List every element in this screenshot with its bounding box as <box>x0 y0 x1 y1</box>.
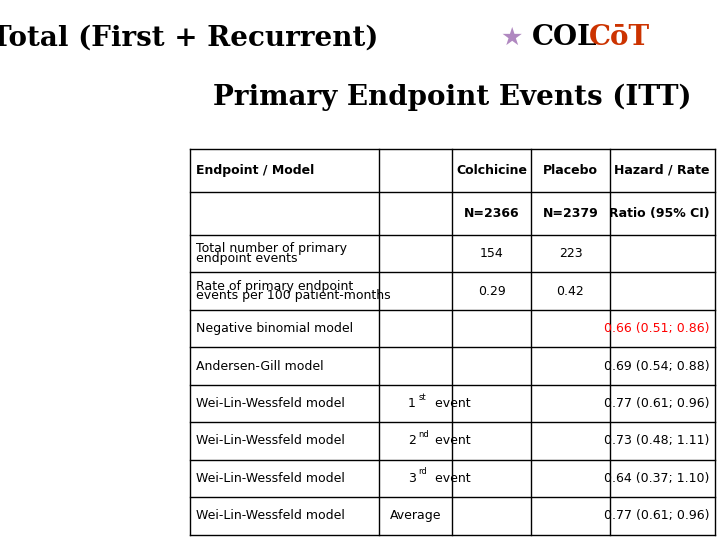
Text: Wei-Lin-Wessfeld model: Wei-Lin-Wessfeld model <box>196 509 344 522</box>
Text: 0.64 (0.37; 1.10): 0.64 (0.37; 1.10) <box>604 472 709 485</box>
Text: 2: 2 <box>408 435 415 448</box>
Text: Ratio (95% CI): Ratio (95% CI) <box>609 207 709 220</box>
Text: N=2366: N=2366 <box>464 207 520 220</box>
Text: Endpoint / Model: Endpoint / Model <box>196 164 314 177</box>
Text: ★: ★ <box>500 26 523 50</box>
Text: 0.29: 0.29 <box>478 285 505 298</box>
Text: events per 100 patient-months: events per 100 patient-months <box>196 289 390 302</box>
Text: 0.42: 0.42 <box>557 285 585 298</box>
Text: N=2379: N=2379 <box>543 207 598 220</box>
Text: Hazard / Rate: Hazard / Rate <box>614 164 709 177</box>
Text: Placebo: Placebo <box>543 164 598 177</box>
Text: 3: 3 <box>408 472 415 485</box>
Text: event: event <box>431 397 470 410</box>
Text: Rate of primary endpoint: Rate of primary endpoint <box>196 280 353 293</box>
Text: 0.69 (0.54; 0.88): 0.69 (0.54; 0.88) <box>604 360 709 373</box>
Text: Wei-Lin-Wessfeld model: Wei-Lin-Wessfeld model <box>196 435 344 448</box>
Text: Wei-Lin-Wessfeld model: Wei-Lin-Wessfeld model <box>196 397 344 410</box>
Text: endpoint events: endpoint events <box>196 252 297 265</box>
Text: Primary Endpoint Events (ITT): Primary Endpoint Events (ITT) <box>213 84 692 111</box>
Text: Total (First + Recurrent): Total (First + Recurrent) <box>0 24 388 51</box>
Text: Total number of primary: Total number of primary <box>196 242 346 255</box>
Text: CōT: CōT <box>589 24 650 51</box>
Text: event: event <box>431 472 470 485</box>
Text: COL: COL <box>531 24 598 51</box>
Text: Colchicine: Colchicine <box>456 164 527 177</box>
Text: Andersen-Gill model: Andersen-Gill model <box>196 360 323 373</box>
Text: 154: 154 <box>480 247 504 260</box>
Text: rd: rd <box>418 468 427 476</box>
Text: 1: 1 <box>408 397 415 410</box>
Text: nd: nd <box>418 430 429 439</box>
Text: 0.73 (0.48; 1.11): 0.73 (0.48; 1.11) <box>604 435 709 448</box>
Text: 223: 223 <box>559 247 582 260</box>
Text: Wei-Lin-Wessfeld model: Wei-Lin-Wessfeld model <box>196 472 344 485</box>
Text: st: st <box>418 393 426 402</box>
Text: 0.77 (0.61; 0.96): 0.77 (0.61; 0.96) <box>604 509 709 522</box>
Text: Average: Average <box>390 509 441 522</box>
Text: 0.66 (0.51; 0.86): 0.66 (0.51; 0.86) <box>604 322 709 335</box>
Text: event: event <box>431 435 470 448</box>
Text: 0.77 (0.61; 0.96): 0.77 (0.61; 0.96) <box>604 397 709 410</box>
Text: Negative binomial model: Negative binomial model <box>196 322 353 335</box>
